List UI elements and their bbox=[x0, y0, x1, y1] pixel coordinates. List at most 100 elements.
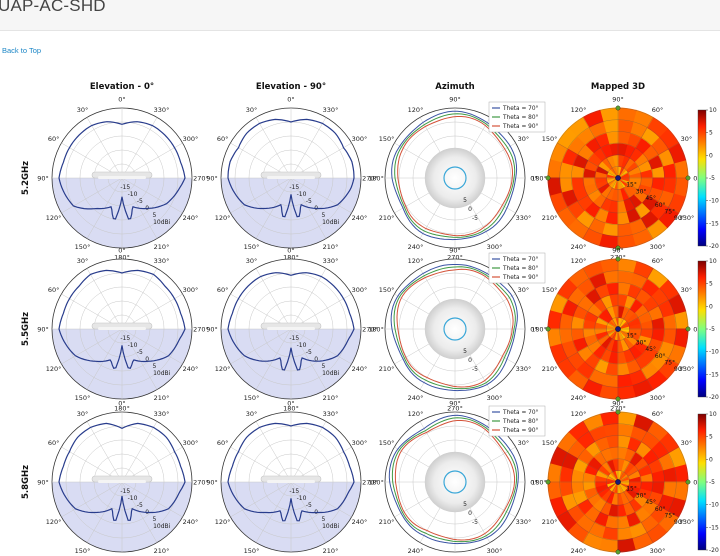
r58-elevation-90-angle-tick-label: 300° bbox=[352, 439, 368, 447]
r58-elevation-0-grid-spoke bbox=[121, 421, 158, 483]
r58-elevation-90-angle-tick-label: 90° bbox=[206, 479, 218, 487]
r58-mapped-3d-radial-tick-label: 60° bbox=[655, 506, 666, 513]
r58-mapped-3d-grid-spoke bbox=[617, 421, 654, 483]
r58-elevation-90-grid-spoke bbox=[255, 421, 292, 483]
r55-mapped-3d-colorbar-tick-label: 0 bbox=[709, 303, 713, 310]
r55-elevation-90-device-base bbox=[267, 327, 315, 330]
r52-mapped-3d-axis-marker bbox=[545, 175, 551, 181]
r52-mapped-3d-radial-tick-label: 75° bbox=[664, 208, 675, 215]
r52-mapped-3d-radial-tick-label: 90° bbox=[674, 215, 685, 222]
r52-elevation-90-pattern-line bbox=[227, 118, 355, 218]
r55-elevation-0-angle-tick-label: 240° bbox=[183, 365, 199, 373]
r55-mapped-3d-radial-tick-label: 30° bbox=[636, 339, 647, 346]
r52-elevation-90-radial-tick-label: -5 bbox=[306, 198, 312, 205]
r52-elevation-0-radial-tick-label: 5 bbox=[152, 212, 156, 219]
r58-mapped-3d-angle-tick-label: 210° bbox=[542, 518, 558, 526]
r55-mapped-3d-center-marker bbox=[615, 326, 621, 332]
r55-azimuth-angle-tick-label: 0° bbox=[530, 326, 537, 334]
r52-mapped-3d-colorbar-tick-label: -10 bbox=[709, 198, 719, 205]
r55-elevation-90-angle-tick-label: 180° bbox=[283, 405, 299, 413]
r58-azimuth-angle-tick-label: 180° bbox=[368, 479, 384, 487]
r58-elevation-0-angle-tick-label: 300° bbox=[183, 439, 199, 447]
r55-mapped-3d-heat-cell bbox=[602, 373, 619, 388]
r58-mapped-3d-grid-spoke bbox=[582, 481, 619, 543]
r52-mapped-3d-colorbar-tick-label: 5 bbox=[709, 130, 713, 137]
r58-elevation-0-angle-tick-label: 30° bbox=[77, 410, 89, 418]
r52-azimuth-series-line bbox=[397, 116, 514, 237]
r52-mapped-3d-grid-spoke bbox=[582, 117, 619, 179]
r52-elevation-0-grid-spoke bbox=[121, 117, 158, 179]
r52-azimuth-radial-tick-label: -5 bbox=[472, 215, 478, 222]
r55-mapped-3d-heat-cell bbox=[559, 313, 574, 330]
r58-elevation-0-angle-tick-label: 150° bbox=[75, 547, 91, 555]
r55-mapped-3d-grid-spoke bbox=[582, 268, 619, 330]
r58-elevation-0-angle-tick-label: 270° bbox=[193, 479, 209, 487]
r55-elevation-90-grid-spoke bbox=[255, 328, 292, 390]
r52-elevation-90-grid-spoke bbox=[255, 177, 292, 239]
r58-azimuth-angle-tick-label: 30° bbox=[518, 439, 530, 447]
r55-elevation-90-angle-tick-label: 210° bbox=[323, 394, 339, 402]
r58-mapped-3d-heat-cell bbox=[617, 423, 634, 438]
r55-elevation-90-angle-tick-label: 0° bbox=[287, 247, 294, 255]
r55-elevation-0-radial-tick-label: -5 bbox=[137, 349, 143, 356]
r58-mapped-3d-grid-spoke bbox=[617, 446, 679, 483]
r55-mapped-3d-grid-spoke bbox=[617, 328, 679, 365]
r58-elevation-0-radial-tick-label: 5 bbox=[152, 516, 156, 523]
r52-elevation-0-angle-tick-label: 90° bbox=[37, 175, 49, 183]
r52-mapped-3d-angle-tick-label: 30° bbox=[681, 135, 693, 143]
r52-mapped-3d-radial-tick-label: 45° bbox=[645, 195, 656, 202]
r58-mapped-3d-radial-tick-label: 15° bbox=[626, 486, 637, 493]
r58-elevation-90-angle-tick-label: 120° bbox=[215, 518, 231, 526]
r52-elevation-90-radial-tick-label: 10dBi bbox=[322, 219, 340, 226]
r52-elevation-0-angle-tick-label: 0° bbox=[118, 96, 125, 104]
r58-elevation-0-plot: 0° 30° 60° 90° 120° 150° 180° 210° 240° 270° 300° 3… bbox=[37, 400, 209, 555]
r55-mapped-3d-grid-spoke bbox=[557, 328, 619, 365]
back-to-top-link[interactable]: Back to Top bbox=[2, 46, 42, 55]
r52-elevation-90-angle-tick-label: 120° bbox=[215, 214, 231, 222]
r52-elevation-0-angle-tick-label: 240° bbox=[183, 214, 199, 222]
r58-mapped-3d-colorbar-tick-label: 10 bbox=[709, 411, 717, 418]
column-title-mapped-3d: Mapped 3D bbox=[591, 82, 645, 92]
r52-elevation-90-radial-tick-label: -10 bbox=[297, 191, 307, 198]
r55-azimuth-plot: 0°30°60°90°120°150°180°210°240°270°300°3… bbox=[368, 247, 546, 413]
r52-mapped-3d-angle-tick-label: 120° bbox=[571, 106, 587, 114]
r55-azimuth-legend-label: Theta = 80° bbox=[502, 266, 539, 272]
r52-elevation-90-grid-spoke bbox=[290, 117, 327, 179]
r58-azimuth-radial-tick-label: -5 bbox=[472, 519, 478, 526]
row-label-5-2ghz: 5.2GHz bbox=[21, 161, 31, 195]
r55-mapped-3d-colorbar-tick-label: 5 bbox=[709, 281, 713, 288]
r55-elevation-90-grid-spoke bbox=[290, 328, 327, 390]
r58-elevation-90-angle-tick-label: 60° bbox=[217, 439, 229, 447]
r58-azimuth-series-line bbox=[394, 420, 516, 541]
r58-elevation-0-angle-tick-label: 90° bbox=[37, 479, 49, 487]
r55-elevation-90-angle-tick-label: 30° bbox=[246, 257, 258, 265]
r58-azimuth-legend-label: Theta = 80° bbox=[502, 419, 539, 425]
r55-azimuth-device-top-view bbox=[424, 298, 486, 360]
r55-azimuth-angle-tick-label: 180° bbox=[368, 326, 384, 334]
r58-mapped-3d-angle-tick-label: 30° bbox=[681, 439, 693, 447]
r58-elevation-90-angle-tick-label: 30° bbox=[246, 410, 258, 418]
r52-elevation-0-radial-tick-label: 10dBi bbox=[153, 219, 171, 226]
r52-elevation-0-radial-tick-label: -15 bbox=[120, 184, 130, 191]
r52-mapped-3d-axis-marker bbox=[615, 245, 621, 251]
r52-mapped-3d-colorbar bbox=[697, 109, 707, 247]
r55-azimuth-angle-tick-label: 150° bbox=[379, 286, 395, 294]
column-title-azimuth: Azimuth bbox=[435, 82, 474, 92]
r52-azimuth-angle-tick-label: 30° bbox=[518, 135, 530, 143]
r58-azimuth-angle-tick-label: 330° bbox=[516, 518, 532, 526]
r58-elevation-90-grid-spoke bbox=[290, 421, 327, 483]
r52-elevation-90-angle-tick-label: 60° bbox=[217, 135, 229, 143]
r55-elevation-0-angle-tick-label: 300° bbox=[183, 286, 199, 294]
row-label-5-5ghz: 5.5GHz bbox=[21, 312, 31, 346]
column-title-elevation-90: Elevation - 90° bbox=[256, 82, 326, 92]
r52-azimuth-angle-tick-label: 90° bbox=[449, 96, 461, 104]
r52-mapped-3d-angle-tick-label: 330° bbox=[679, 214, 695, 222]
r52-azimuth-legend-label: Theta = 90° bbox=[502, 124, 539, 130]
r55-elevation-0-grid-spoke bbox=[61, 328, 123, 365]
r58-mapped-3d-angle-tick-label: 120° bbox=[571, 410, 587, 418]
r55-azimuth-device-ring bbox=[443, 317, 467, 341]
r58-mapped-3d-colorbar-tick-label: -5 bbox=[709, 479, 715, 486]
r55-elevation-90-grid-spoke bbox=[290, 328, 352, 365]
r52-azimuth-angle-tick-label: 180° bbox=[368, 175, 384, 183]
r55-azimuth-series-line bbox=[393, 266, 516, 390]
